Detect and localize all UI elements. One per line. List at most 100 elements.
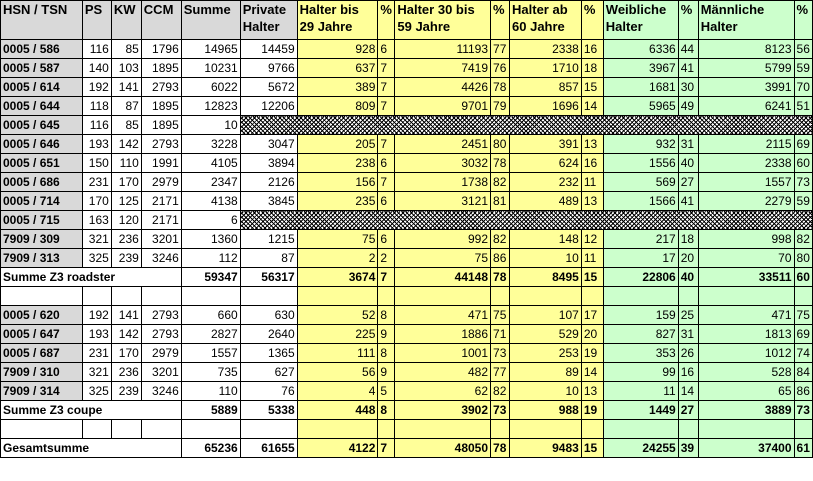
summe-cell: 10 — [180, 115, 241, 135]
header-30-59: Halter 30 bis 59 Jahre — [394, 0, 492, 40]
h30-59-count-cell: 3032 — [394, 153, 492, 173]
ab60-pct-cell: 14 — [580, 362, 604, 382]
maennlich-pct-cell: 56 — [793, 39, 813, 59]
kw-cell: 142 — [110, 134, 142, 154]
kw-cell: 85 — [110, 115, 142, 135]
kw-cell: 110 — [110, 153, 142, 173]
ccm-cell: 2171 — [140, 191, 182, 211]
hatched-cell — [239, 115, 813, 135]
ps-cell: 231 — [81, 172, 112, 192]
bis29-pct-cell: 7 — [377, 96, 396, 116]
h30-59-count-cell: 1886 — [394, 324, 492, 344]
h30-59-pct-cell: 82 — [490, 229, 511, 249]
ccm-cell: 3201 — [140, 229, 182, 249]
weiblich-pct-cell: 14 — [677, 381, 699, 401]
bis29-count-cell: 928 — [296, 39, 379, 59]
h30-59-pct-cell: 78 — [490, 153, 511, 173]
weiblich-count-cell: 24255 — [602, 438, 679, 458]
weiblich-pct-cell: 26 — [677, 343, 699, 363]
ab60-pct-cell: 17 — [580, 305, 604, 325]
weiblich-pct-cell: 20 — [677, 248, 699, 268]
private-cell: 87 — [239, 248, 298, 268]
empty-cell — [140, 419, 182, 439]
kw-cell: 141 — [110, 77, 142, 97]
ccm-cell: 3246 — [140, 248, 182, 268]
h30-59-pct-cell: 73 — [490, 400, 511, 420]
summe-cell: 65236 — [180, 438, 241, 458]
weiblich-count-cell: 3967 — [602, 58, 679, 78]
private-cell: 1215 — [239, 229, 298, 249]
kw-cell: 103 — [110, 58, 142, 78]
bis29-count-cell: 389 — [296, 77, 379, 97]
table-row: 0005 / 687 231 170 2979 1557 1365 111 8 1001 73 25… — [0, 343, 813, 363]
ab60-count-cell: 10 — [509, 248, 582, 268]
maennlich-count-cell: 65 — [697, 381, 795, 401]
h30-59-count-cell: 4426 — [394, 77, 492, 97]
ccm-cell: 2793 — [140, 134, 182, 154]
private-cell: 3894 — [239, 153, 298, 173]
weiblich-pct-cell: 18 — [677, 229, 699, 249]
ps-cell: 118 — [81, 96, 112, 116]
h30-59-pct-cell: 76 — [490, 58, 511, 78]
kw-cell: 239 — [110, 248, 142, 268]
empty-cell — [377, 419, 396, 439]
hsn-tsn-cell: 0005 / 614 — [0, 77, 83, 97]
header-bis29-pct: % — [377, 0, 396, 40]
private-cell: 9766 — [239, 58, 298, 78]
private-cell: 12206 — [239, 96, 298, 116]
maennlich-pct-cell: 86 — [793, 381, 813, 401]
summe-cell: 110 — [180, 381, 241, 401]
empty-cell — [0, 286, 83, 306]
h30-59-count-cell: 11193 — [394, 39, 492, 59]
kw-cell: 141 — [110, 305, 142, 325]
maennlich-count-cell: 8123 — [697, 39, 795, 59]
h30-59-count-cell: 7419 — [394, 58, 492, 78]
hsn-tsn-cell: 0005 / 646 — [0, 134, 83, 154]
ccm-cell: 2171 — [140, 210, 182, 230]
ps-cell: 170 — [81, 191, 112, 211]
bis29-pct-cell: 7 — [377, 77, 396, 97]
maennlich-pct-cell: 69 — [793, 134, 813, 154]
weiblich-pct-cell: 25 — [677, 305, 699, 325]
ab60-pct-cell: 13 — [580, 134, 604, 154]
private-cell: 61655 — [239, 438, 298, 458]
private-cell: 1365 — [239, 343, 298, 363]
h30-59-pct-cell: 77 — [490, 39, 511, 59]
table-row: 0005 / 645 116 85 1895 10 — [0, 115, 813, 135]
table-row: 0005 / 587 140 103 1895 10231 9766 637 7 7419 76 1… — [0, 58, 813, 78]
bis29-count-cell: 2 — [296, 248, 379, 268]
bis29-pct-cell: 2 — [377, 248, 396, 268]
ccm-cell: 1895 — [140, 115, 182, 135]
h30-59-count-cell: 62 — [394, 381, 492, 401]
ps-cell: 163 — [81, 210, 112, 230]
weiblich-pct-cell: 40 — [677, 267, 699, 287]
table-row: 0005 / 715 163 120 2171 6 — [0, 210, 813, 230]
weiblich-pct-cell: 41 — [677, 58, 699, 78]
empty-cell — [81, 286, 112, 306]
bis29-count-cell: 111 — [296, 343, 379, 363]
maennlich-count-cell: 2115 — [697, 134, 795, 154]
ab60-pct-cell: 18 — [580, 58, 604, 78]
weiblich-count-cell: 6336 — [602, 39, 679, 59]
bis29-pct-cell: 7 — [377, 267, 396, 287]
private-cell: 630 — [239, 305, 298, 325]
ps-cell: 321 — [81, 229, 112, 249]
ab60-count-cell: 253 — [509, 343, 582, 363]
header-summe: Summe — [180, 0, 241, 40]
ab60-count-cell: 2338 — [509, 39, 582, 59]
header-kw: KW — [110, 0, 142, 40]
h30-59-pct-cell: 75 — [490, 305, 511, 325]
maennlich-pct-cell: 60 — [793, 153, 813, 173]
summe-coupe-row: Summe Z3 coupe 5889 5338 448 8 3902 73 988 19 144… — [0, 400, 813, 420]
weiblich-pct-cell: 16 — [677, 362, 699, 382]
ab60-pct-cell: 19 — [580, 343, 604, 363]
table-row: 0005 / 714 170 125 2171 4138 3845 235 6 3121 81 48… — [0, 191, 813, 211]
table-row: 7909 / 313 325 239 3246 112 87 2 2 75 86 10 11 17 20 7… — [0, 248, 813, 268]
hsn-tsn-cell: 0005 / 620 — [0, 305, 83, 325]
h30-59-count-cell: 48050 — [394, 438, 492, 458]
ccm-cell: 1895 — [140, 58, 182, 78]
empty-cell — [697, 286, 795, 306]
maennlich-pct-cell: 73 — [793, 172, 813, 192]
empty-cell — [793, 286, 813, 306]
h30-59-count-cell: 44148 — [394, 267, 492, 287]
